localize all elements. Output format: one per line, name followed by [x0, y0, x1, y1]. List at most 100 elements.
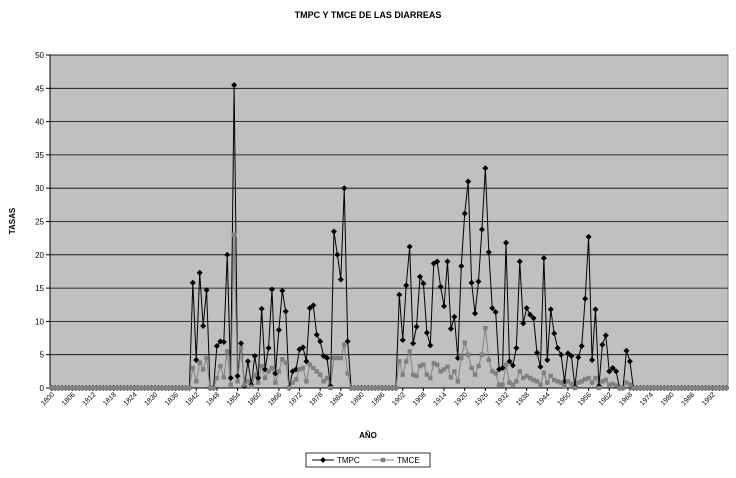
y-tick-label: 50	[35, 51, 44, 60]
data-point	[359, 385, 364, 391]
data-point	[424, 372, 430, 377]
data-point	[218, 363, 223, 369]
data-point	[610, 381, 615, 387]
data-point	[417, 363, 423, 369]
data-point	[399, 337, 406, 344]
x-tick-label: 1848	[205, 391, 221, 407]
data-point	[596, 385, 602, 391]
data-point	[348, 385, 354, 391]
data-point	[527, 311, 534, 318]
data-point	[589, 357, 596, 364]
x-tick-label: 1938	[515, 391, 531, 407]
data-point	[472, 310, 479, 317]
data-point	[290, 380, 295, 385]
x-tick-label: 1914	[433, 391, 449, 407]
data-point	[527, 375, 533, 381]
data-point	[703, 385, 708, 391]
data-point	[63, 385, 68, 391]
y-tick-label: 15	[35, 284, 44, 293]
data-point	[331, 355, 337, 361]
data-point	[717, 385, 722, 391]
data-point	[679, 385, 684, 391]
data-point	[503, 239, 510, 246]
data-point	[238, 340, 245, 347]
x-tick-label: 1920	[453, 391, 469, 407]
data-point	[317, 338, 324, 345]
data-point	[238, 345, 244, 351]
x-tick-label: 1878	[309, 391, 325, 407]
data-point	[314, 369, 319, 374]
data-point	[465, 178, 472, 185]
x-tick-label: 1866	[267, 391, 283, 407]
data-point	[602, 332, 609, 339]
x-tick-label: 1854	[226, 391, 242, 407]
data-point	[658, 385, 664, 391]
data-point	[259, 363, 264, 369]
data-point	[139, 385, 144, 391]
x-tick-label: 1836	[164, 391, 180, 407]
data-point	[213, 343, 220, 350]
data-point	[307, 362, 313, 367]
data-point	[345, 371, 350, 376]
data-point	[416, 273, 423, 280]
data-point	[328, 385, 333, 391]
y-tick-label: 25	[35, 218, 44, 227]
data-point	[669, 385, 674, 391]
data-point	[490, 369, 495, 374]
data-point	[609, 365, 616, 372]
data-point	[538, 382, 543, 387]
data-point	[492, 309, 499, 316]
data-point	[699, 385, 705, 391]
data-point	[310, 302, 317, 309]
data-point	[197, 360, 202, 365]
x-tick-label: 1932	[494, 391, 510, 407]
data-point	[282, 308, 289, 315]
data-point	[410, 372, 416, 377]
data-point	[555, 379, 560, 384]
data-point	[276, 369, 282, 374]
data-point	[203, 287, 210, 294]
data-point	[111, 385, 116, 391]
y-tick-label: 0	[40, 384, 45, 393]
x-tick-label: 1842	[185, 391, 201, 407]
data-point	[269, 365, 275, 371]
x-tick-label: 1980	[660, 391, 676, 407]
data-point	[465, 352, 471, 357]
data-point	[373, 385, 378, 391]
data-point	[121, 385, 127, 391]
x-tick-label: 1968	[618, 391, 634, 407]
data-point	[194, 379, 199, 384]
data-point	[562, 384, 567, 389]
data-point	[696, 385, 701, 391]
data-point	[224, 251, 231, 258]
data-point	[286, 385, 292, 391]
data-point	[496, 382, 502, 387]
data-point	[83, 385, 89, 391]
data-point	[448, 375, 454, 380]
data-point	[558, 380, 564, 385]
data-point	[56, 385, 61, 391]
data-point	[362, 385, 368, 391]
x-tick-label: 1800	[40, 391, 56, 407]
data-point	[70, 385, 75, 391]
data-point	[582, 295, 589, 302]
data-point	[689, 385, 695, 391]
x-tick-label: 1926	[474, 391, 490, 407]
data-point	[266, 369, 271, 374]
data-point	[190, 365, 196, 371]
data-point	[682, 385, 688, 391]
data-point	[441, 303, 448, 310]
data-point	[444, 258, 451, 265]
x-tick-label: 1956	[577, 391, 593, 407]
data-point	[268, 286, 275, 293]
data-point	[572, 385, 578, 391]
data-point	[66, 385, 72, 391]
data-point	[533, 349, 540, 356]
data-point	[710, 385, 715, 391]
x-tick-label: 1806	[61, 391, 77, 407]
data-point	[94, 385, 99, 391]
data-point	[600, 379, 605, 384]
data-point	[445, 364, 450, 369]
data-point	[693, 385, 698, 391]
data-point	[617, 385, 622, 391]
